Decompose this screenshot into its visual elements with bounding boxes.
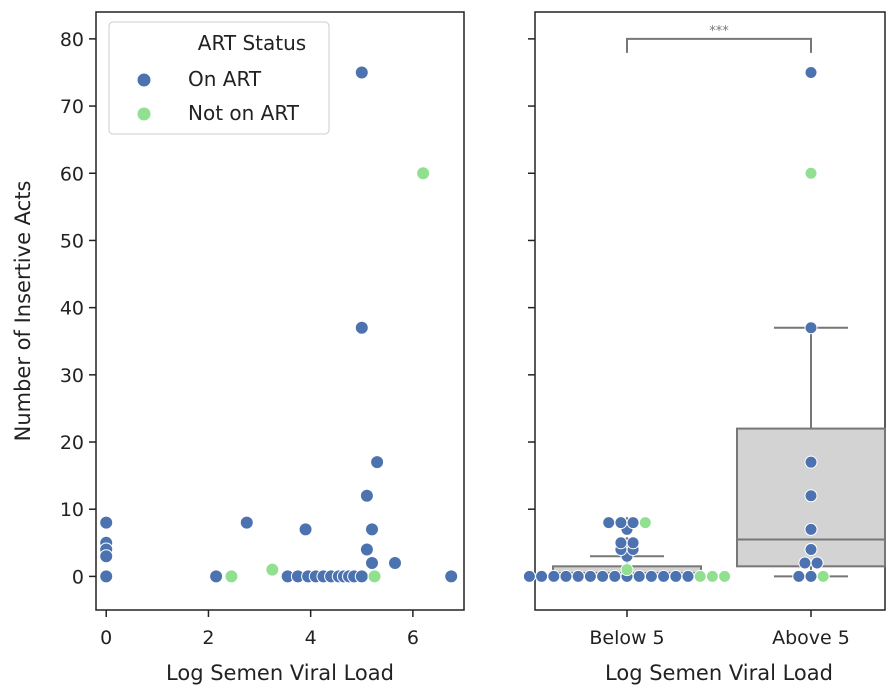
legend-marker-not-on-art xyxy=(136,106,152,122)
scatter-point xyxy=(370,455,385,470)
swarm-point xyxy=(614,536,628,550)
scatter-point xyxy=(365,522,379,537)
swarm-point xyxy=(705,569,719,583)
x-tick-label: Below 5 xyxy=(589,627,664,649)
scatter-point xyxy=(99,515,114,530)
scatter-point xyxy=(265,562,280,577)
swarm-points xyxy=(522,65,830,583)
swarm-point xyxy=(559,569,573,583)
swarm-point xyxy=(804,569,818,583)
legend-label-not-on-art: Not on ART xyxy=(188,101,300,125)
x-tick-label: 6 xyxy=(407,627,419,649)
swarm-point xyxy=(669,569,683,583)
scatter-panel: 0 10 20 30 40 50 60 70 80 0 2 4 6 Log Semen Viral L… xyxy=(11,11,465,685)
y-tick-label: 80 xyxy=(60,29,84,51)
y-tick-label: 30 xyxy=(60,365,84,387)
scatter-plot-frame xyxy=(95,11,465,611)
swarm-point xyxy=(681,569,695,583)
box-x-axis-label: Log Semen Viral Load xyxy=(605,661,833,685)
y-tick-label: 20 xyxy=(60,432,84,454)
swarm-point xyxy=(571,569,585,583)
legend: ART Status On ART Not on ART xyxy=(108,21,330,135)
scatter-point xyxy=(365,555,379,570)
swarm-point xyxy=(626,516,640,530)
legend-label-on-art: On ART xyxy=(188,67,262,91)
scatter-point xyxy=(354,320,369,335)
x-tick-label: 2 xyxy=(202,627,214,649)
scatter-point xyxy=(99,549,114,564)
scatter-point xyxy=(367,569,382,584)
swarm-point xyxy=(596,569,610,583)
box-panel: Below 5 Above 5 *** Log Semen Viral Load xyxy=(522,11,886,685)
swarm-point xyxy=(804,321,818,335)
scatter-point xyxy=(354,65,369,80)
box-plot-frame xyxy=(534,11,886,611)
box-y-ticks xyxy=(528,38,535,578)
swarm-point xyxy=(522,569,536,583)
swarm-point xyxy=(535,569,549,583)
x-tick-label: 0 xyxy=(100,627,112,649)
swarm-point xyxy=(804,65,818,79)
significance-annotation: *** xyxy=(626,24,812,53)
swarm-point xyxy=(620,563,634,577)
swarm-point xyxy=(644,569,658,583)
swarm-point xyxy=(816,569,830,583)
swarm-point xyxy=(718,569,732,583)
scatter-point xyxy=(388,555,402,570)
swarm-point xyxy=(632,569,646,583)
swarm-point xyxy=(804,489,818,503)
swarm-point xyxy=(657,569,671,583)
swarm-point xyxy=(804,522,818,536)
significance-label: *** xyxy=(709,24,729,39)
x-tick-label: Above 5 xyxy=(772,627,850,649)
swarm-point xyxy=(602,516,616,530)
legend-title: ART Status xyxy=(198,31,306,55)
scatter-point xyxy=(298,522,313,537)
scatter-point xyxy=(359,488,374,503)
significance-bracket xyxy=(626,37,812,53)
scatter-points xyxy=(99,65,459,584)
legend-marker-on-art xyxy=(136,72,152,88)
swarm-point xyxy=(638,516,652,530)
scatter-x-axis-label: Log Semen Viral Load xyxy=(166,661,394,685)
swarm-point xyxy=(804,166,818,180)
scatter-y-axis-label: Number of Insertive Acts xyxy=(11,181,35,442)
scatter-y-ticks: 0 10 20 30 40 50 60 70 80 xyxy=(60,29,96,588)
box-plots xyxy=(552,66,886,578)
scatter-point xyxy=(444,569,459,584)
x-tick-label: 4 xyxy=(305,627,317,649)
swarm-point xyxy=(583,569,597,583)
y-tick-label: 10 xyxy=(60,499,84,521)
box-x-ticks: Below 5 Above 5 xyxy=(589,610,850,649)
swarm-point xyxy=(614,516,628,530)
scatter-point xyxy=(224,569,239,584)
y-tick-label: 40 xyxy=(60,298,84,320)
swarm-point xyxy=(810,556,824,570)
scatter-point xyxy=(209,569,224,584)
legend-box xyxy=(108,21,330,135)
scatter-x-ticks: 0 2 4 6 xyxy=(100,610,419,649)
swarm-point xyxy=(626,536,640,550)
y-tick-label: 0 xyxy=(72,566,84,588)
scatter-point xyxy=(416,166,431,181)
scatter-point xyxy=(239,515,254,530)
scatter-point xyxy=(359,542,374,557)
swarm-point xyxy=(804,455,818,469)
swarm-point xyxy=(693,569,707,583)
swarm-point xyxy=(804,543,818,557)
y-tick-label: 60 xyxy=(60,163,84,185)
y-tick-label: 50 xyxy=(60,230,84,252)
scatter-point xyxy=(99,569,114,584)
swarm-point xyxy=(547,569,561,583)
swarm-point xyxy=(792,569,806,583)
swarm-point xyxy=(798,556,812,570)
scatter-point xyxy=(354,569,369,584)
swarm-point xyxy=(608,569,622,583)
y-tick-label: 70 xyxy=(60,96,84,118)
